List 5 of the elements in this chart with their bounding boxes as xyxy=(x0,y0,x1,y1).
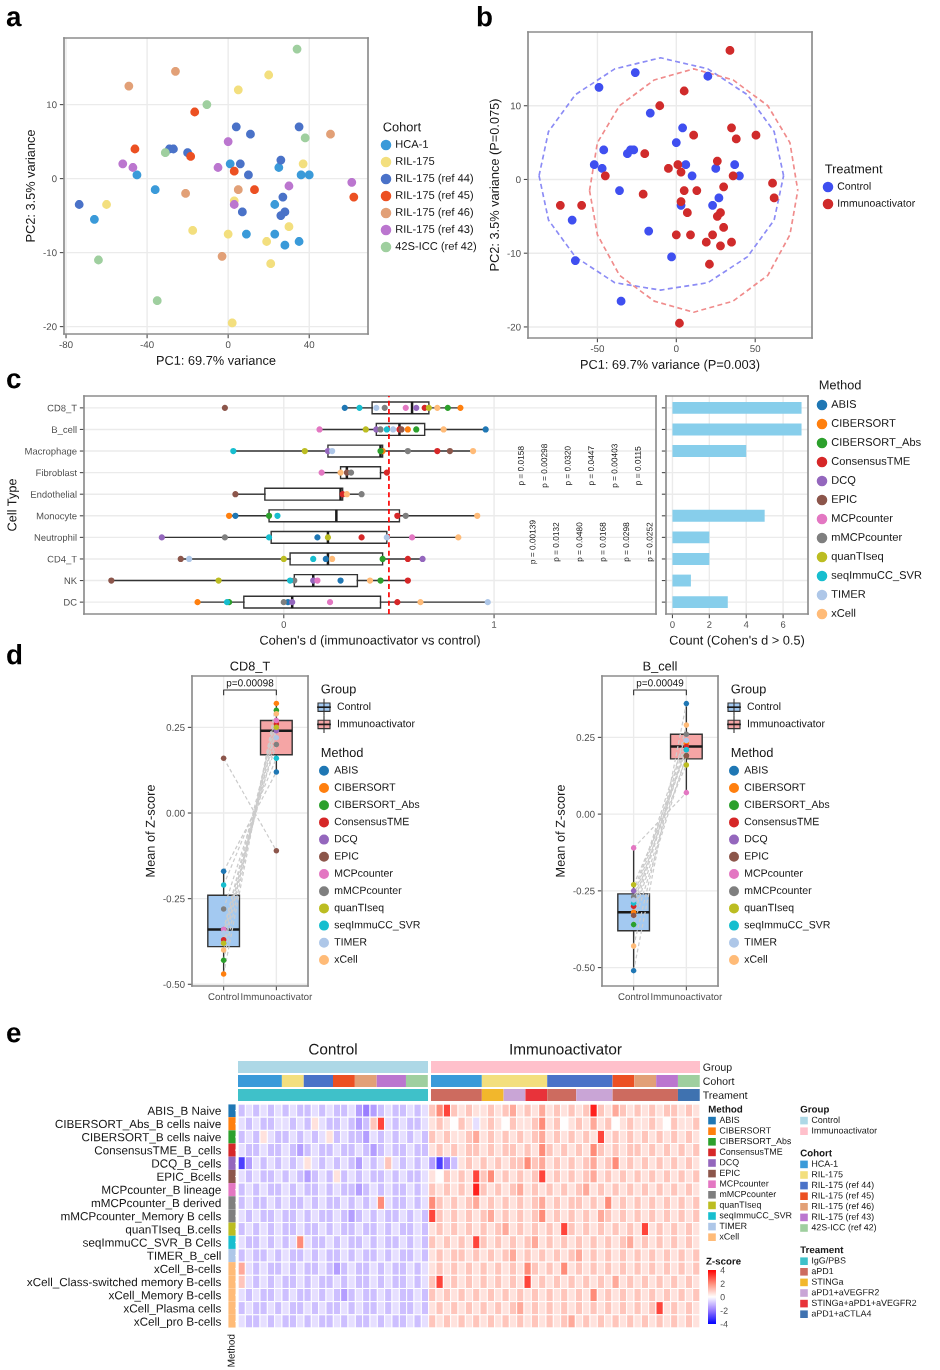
text: d xyxy=(7,644,22,665)
text: e xyxy=(7,1027,21,1043)
text: c xyxy=(7,373,21,389)
text: a xyxy=(6,11,22,27)
text: b xyxy=(477,6,492,27)
